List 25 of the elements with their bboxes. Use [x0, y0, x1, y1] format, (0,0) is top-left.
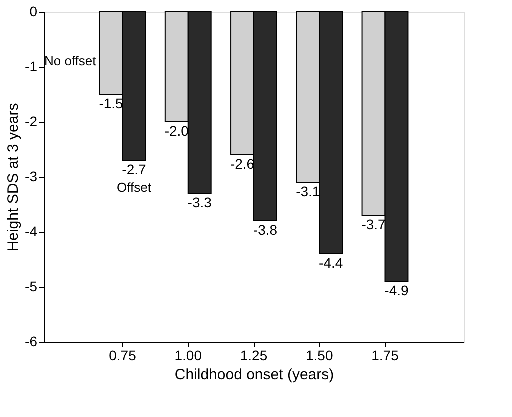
data-label: -1.5 — [99, 96, 124, 112]
x-tick-label: 1.25 — [240, 348, 268, 364]
data-label: -4.4 — [319, 255, 344, 271]
x-tick-label: 1.75 — [372, 348, 400, 364]
data-label: -2.7 — [122, 162, 147, 178]
x-tick-label: 0.75 — [109, 348, 137, 364]
y-tick-label: 0 — [30, 4, 38, 20]
data-label: -3.7 — [362, 216, 386, 232]
y-axis-title: Height SDS at 3 years — [5, 103, 22, 252]
series-label: Offset — [117, 180, 152, 195]
x-tick-label: 1.50 — [306, 348, 334, 364]
y-tick-label: -4 — [25, 224, 38, 240]
data-label: -4.9 — [384, 282, 410, 298]
series-label: No offset — [44, 54, 97, 68]
data-label: -3.8 — [253, 222, 278, 238]
y-tick-label: -2 — [25, 114, 38, 130]
data-label: -2.6 — [230, 156, 255, 172]
data-label: -3.3 — [188, 194, 212, 210]
y-tick-label: -6 — [25, 334, 38, 350]
y-tick-label: -5 — [25, 278, 38, 294]
y-tick-label: -3 — [25, 168, 38, 184]
data-label: -2.0 — [164, 123, 190, 139]
x-tick-label: 1.00 — [174, 348, 202, 364]
y-tick-label: -1 — [25, 58, 38, 74]
x-axis-title: Childhood onset (years) — [174, 366, 334, 384]
